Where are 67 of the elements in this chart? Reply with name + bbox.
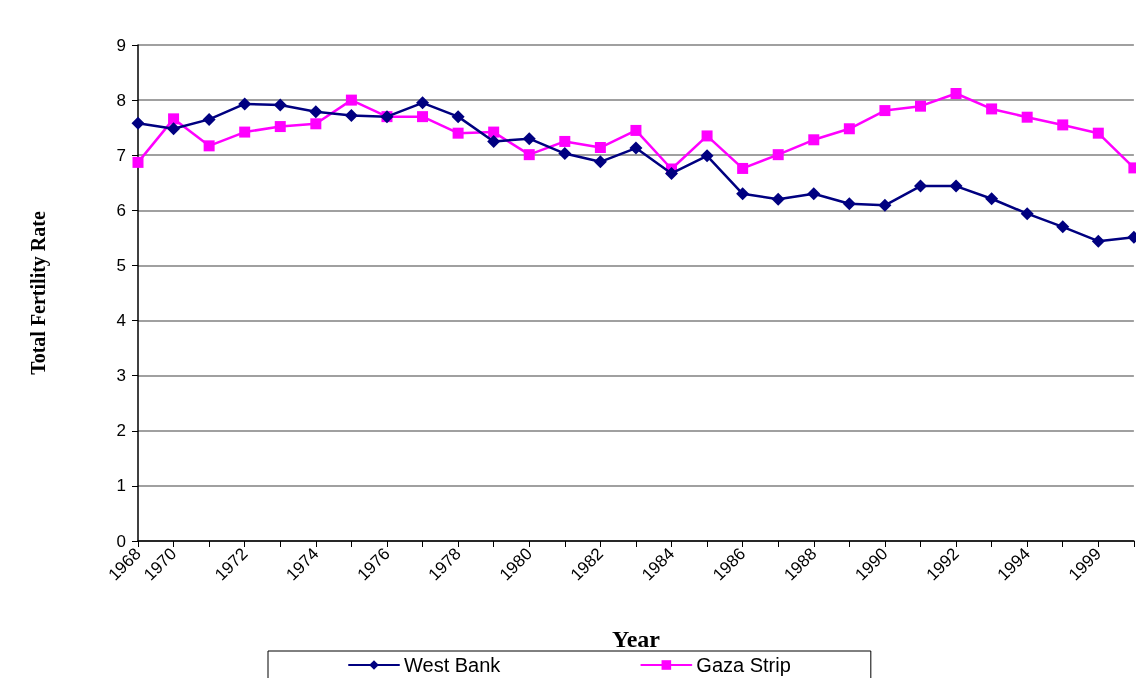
point xyxy=(1057,119,1069,131)
y-tick-label: 3 xyxy=(116,366,126,386)
point xyxy=(772,149,784,161)
point xyxy=(913,179,927,193)
point xyxy=(274,121,286,133)
y-tick-label: 0 xyxy=(116,531,126,551)
point xyxy=(239,126,251,138)
point xyxy=(131,116,145,130)
y-tick-label: 6 xyxy=(116,200,126,220)
y-tick-label: 5 xyxy=(116,255,126,275)
point xyxy=(1020,207,1034,221)
point xyxy=(559,135,571,147)
point xyxy=(700,149,714,163)
point xyxy=(1056,220,1070,234)
point xyxy=(203,140,215,152)
point xyxy=(593,155,607,169)
legend-label: Gaza Strip xyxy=(696,654,791,676)
y-tick-label: 8 xyxy=(116,90,126,110)
y-tick-label: 7 xyxy=(116,145,126,165)
y-tick-label: 4 xyxy=(116,311,126,331)
point xyxy=(310,118,322,130)
point xyxy=(949,179,963,193)
point xyxy=(1092,127,1104,139)
y-tick-label: 2 xyxy=(116,421,126,441)
legend-label: West Bank xyxy=(404,654,502,676)
point xyxy=(523,149,535,161)
point xyxy=(168,113,180,125)
point xyxy=(345,94,357,106)
point xyxy=(273,98,287,112)
point xyxy=(594,142,606,154)
point xyxy=(417,111,429,123)
x-axis-title: Year xyxy=(611,626,661,652)
y-tick-label: 1 xyxy=(116,476,126,496)
point xyxy=(986,103,998,115)
point xyxy=(985,192,999,206)
point xyxy=(807,187,821,201)
point xyxy=(132,156,144,168)
point xyxy=(842,197,856,211)
point xyxy=(629,141,643,155)
point xyxy=(630,124,642,136)
point xyxy=(522,132,536,146)
point xyxy=(914,100,926,112)
point xyxy=(451,110,465,124)
point xyxy=(416,96,430,110)
point xyxy=(202,112,216,126)
point xyxy=(1021,111,1033,123)
point xyxy=(878,198,892,212)
point xyxy=(737,162,749,174)
point xyxy=(558,147,572,161)
point xyxy=(665,166,679,180)
point xyxy=(452,127,464,139)
point xyxy=(238,97,252,111)
point xyxy=(167,122,181,136)
point xyxy=(701,130,713,142)
point xyxy=(736,187,750,201)
point xyxy=(879,105,891,117)
point xyxy=(309,105,323,119)
point xyxy=(771,192,785,206)
point xyxy=(843,123,855,135)
point xyxy=(487,134,501,148)
y-tick-label: 9 xyxy=(116,35,126,55)
y-axis-title: Total Fertility Rate xyxy=(27,211,50,375)
point xyxy=(488,126,500,138)
point xyxy=(808,134,820,146)
point xyxy=(344,109,358,123)
point xyxy=(950,88,962,99)
point xyxy=(1091,234,1105,248)
